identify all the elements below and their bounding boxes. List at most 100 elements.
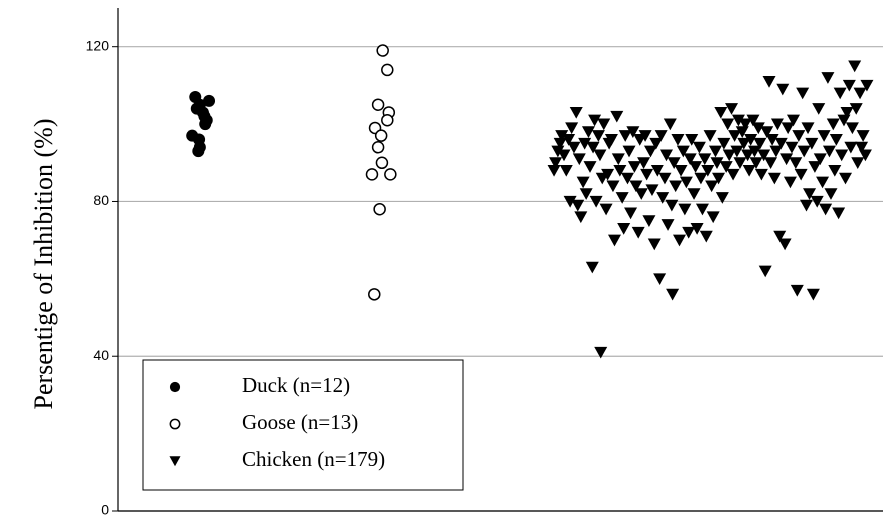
point — [773, 230, 787, 243]
point — [368, 288, 381, 301]
point — [373, 202, 386, 216]
point — [656, 192, 670, 204]
point — [567, 141, 581, 154]
point — [574, 211, 588, 224]
point — [692, 141, 706, 154]
y-axis-label: Persentige of Inhibition (%) — [29, 119, 58, 410]
point — [381, 113, 394, 127]
point — [835, 149, 849, 162]
y-tick-label: 80 — [93, 192, 109, 208]
point — [731, 114, 745, 127]
point — [663, 118, 677, 131]
point — [569, 106, 583, 119]
point — [375, 156, 389, 170]
point — [683, 153, 697, 166]
point — [821, 72, 835, 84]
point — [695, 203, 709, 216]
point — [579, 188, 593, 200]
point — [819, 203, 833, 216]
point — [631, 226, 645, 239]
point — [721, 118, 735, 131]
point — [381, 63, 394, 77]
point — [698, 153, 712, 166]
point — [611, 153, 625, 166]
point — [747, 145, 761, 158]
point — [601, 168, 615, 181]
legend-marker — [169, 381, 181, 393]
point — [643, 145, 657, 158]
point — [800, 199, 813, 212]
point — [845, 122, 859, 135]
point — [586, 141, 600, 154]
point — [780, 153, 794, 166]
point — [754, 168, 768, 181]
point — [674, 164, 688, 177]
point — [547, 164, 561, 177]
point — [717, 137, 731, 150]
point — [860, 79, 874, 92]
point — [593, 149, 607, 162]
point — [642, 215, 656, 227]
point — [671, 134, 685, 146]
point — [565, 122, 579, 135]
point — [844, 141, 858, 154]
point — [193, 133, 206, 146]
point — [667, 157, 681, 169]
point — [765, 134, 779, 146]
point — [774, 137, 788, 150]
point — [599, 203, 613, 216]
point — [822, 145, 836, 158]
point — [776, 83, 790, 96]
point — [576, 176, 590, 189]
point — [606, 180, 620, 193]
legend-label: Chicken (n=179) — [242, 447, 385, 471]
point — [610, 110, 624, 123]
legend-marker — [169, 418, 181, 430]
point — [613, 164, 627, 177]
point — [849, 103, 863, 115]
point — [607, 234, 621, 247]
point — [806, 288, 820, 301]
point — [647, 238, 661, 251]
point — [764, 157, 778, 169]
point — [658, 172, 672, 185]
point — [559, 164, 573, 177]
point — [728, 130, 742, 142]
point — [829, 134, 843, 146]
point — [583, 161, 597, 173]
point — [796, 87, 810, 100]
point — [650, 164, 664, 177]
point — [712, 172, 726, 185]
point — [597, 118, 611, 131]
point — [789, 157, 803, 169]
point — [758, 265, 772, 278]
point — [762, 75, 776, 88]
point — [737, 137, 751, 150]
point — [828, 164, 842, 177]
point — [730, 145, 744, 158]
point — [769, 145, 783, 158]
point — [757, 149, 771, 162]
point — [604, 134, 618, 146]
legend-box — [142, 359, 464, 491]
point — [816, 176, 830, 189]
point — [708, 145, 722, 158]
point — [553, 137, 567, 150]
point — [620, 172, 634, 185]
point — [751, 122, 765, 135]
point — [826, 118, 840, 131]
point — [801, 122, 815, 135]
point — [741, 149, 755, 162]
point — [848, 60, 862, 73]
y-tick-label: 40 — [93, 347, 109, 363]
point — [813, 153, 827, 166]
point — [562, 134, 576, 146]
y-tick-label: 120 — [86, 37, 110, 53]
legend-marker — [169, 456, 181, 467]
point — [581, 126, 595, 138]
point — [661, 219, 675, 231]
point — [744, 134, 758, 146]
point — [786, 114, 800, 127]
point — [797, 145, 811, 158]
